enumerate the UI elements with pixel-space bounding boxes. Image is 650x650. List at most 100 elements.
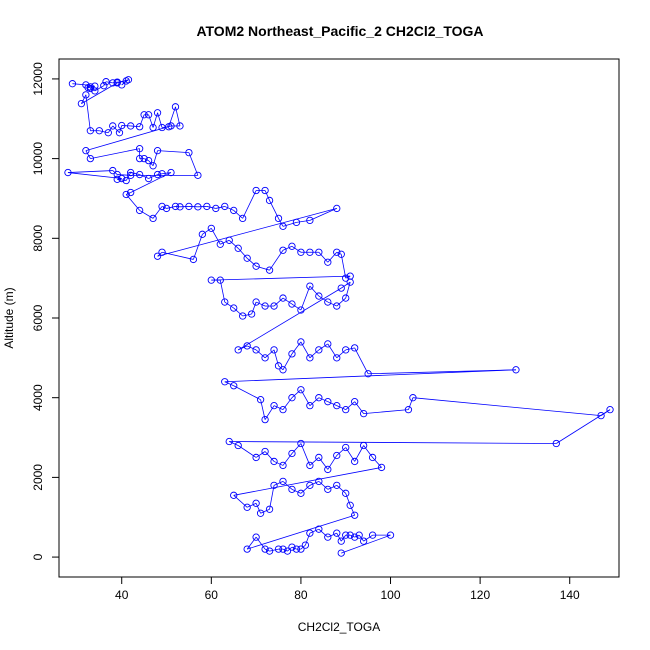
series-segment <box>309 208 337 221</box>
data-point <box>109 166 117 175</box>
data-point <box>252 298 260 306</box>
series-segment <box>237 287 342 351</box>
data-point <box>324 298 332 306</box>
data-point <box>167 168 175 177</box>
data-point <box>333 354 341 362</box>
series-segment <box>107 125 114 133</box>
data-point <box>359 441 368 450</box>
series-segment <box>318 251 329 263</box>
series-segment <box>99 130 109 134</box>
series-segment <box>90 148 140 160</box>
data-point <box>409 394 417 402</box>
series-segment <box>282 397 293 410</box>
data-point <box>82 91 90 99</box>
series-segment <box>220 239 230 245</box>
series-segment <box>291 389 302 398</box>
x-tick-label: 60 <box>205 588 219 602</box>
data-point <box>315 525 323 533</box>
series-segment <box>336 297 346 307</box>
series-segment <box>269 485 275 510</box>
data-point <box>118 81 126 89</box>
series-segment <box>139 114 145 127</box>
y-tick-label: 8000 <box>31 225 45 252</box>
series-segment <box>350 534 355 538</box>
data-point <box>297 489 305 497</box>
data-point <box>225 236 233 244</box>
data-point <box>176 203 184 211</box>
plot-frame <box>58 58 620 578</box>
series-segment <box>291 341 302 355</box>
series-segment <box>224 301 234 309</box>
data-point <box>221 202 229 211</box>
series-segment <box>81 82 118 104</box>
data-point <box>297 386 305 394</box>
series-segment <box>282 481 293 490</box>
data-point <box>203 202 211 211</box>
data-point <box>333 302 341 310</box>
data-point <box>243 342 251 350</box>
series-segment <box>282 548 288 552</box>
data-point <box>243 503 251 511</box>
data-point <box>306 402 314 410</box>
series-segment <box>242 190 257 219</box>
series-segment <box>296 219 310 223</box>
data-point <box>234 244 242 252</box>
y-tick-label: 0 <box>31 553 45 560</box>
series-segment <box>246 257 257 267</box>
data-point <box>270 402 278 410</box>
series-segment <box>300 443 311 466</box>
data-point <box>82 146 90 155</box>
data-point <box>368 453 377 462</box>
data-point <box>158 170 166 178</box>
series-segment <box>256 265 270 271</box>
data-point <box>127 122 135 130</box>
data-point <box>274 545 283 553</box>
data-point <box>306 354 314 362</box>
series-segment <box>246 536 257 550</box>
data-point <box>135 145 144 153</box>
data-point <box>153 170 162 179</box>
series-segment <box>327 343 338 359</box>
data-point <box>64 168 72 177</box>
series-segment <box>327 301 337 307</box>
data-point <box>153 146 162 155</box>
series-segment <box>81 94 87 104</box>
series-segment <box>336 485 346 494</box>
series-segment <box>85 150 91 159</box>
series-points <box>64 76 614 557</box>
data-point <box>140 154 148 163</box>
series-segment <box>264 451 275 462</box>
data-point <box>368 531 377 539</box>
series-segment <box>157 173 163 175</box>
series-segment <box>300 285 311 311</box>
series-segment <box>264 190 270 201</box>
data-point <box>252 533 260 541</box>
series-segment <box>358 534 364 542</box>
data-point <box>265 505 274 513</box>
data-point <box>351 511 359 519</box>
data-point <box>91 82 99 90</box>
data-point <box>243 254 251 262</box>
data-point <box>342 346 350 354</box>
data-point <box>351 533 359 541</box>
data-point <box>102 78 110 86</box>
data-point <box>124 76 133 84</box>
series-segment <box>264 405 275 420</box>
data-point <box>333 529 341 537</box>
data-point <box>256 509 265 517</box>
series-segment <box>85 125 172 152</box>
data-point <box>68 80 77 88</box>
series-segment <box>125 172 132 181</box>
series-segment <box>282 245 293 251</box>
series-segment <box>349 505 356 516</box>
data-point <box>115 129 124 137</box>
series-segment <box>67 172 122 179</box>
data-point <box>77 99 86 108</box>
series-segment <box>224 206 234 211</box>
data-point <box>234 441 242 450</box>
series-segment <box>556 409 611 444</box>
series-segment <box>327 532 337 538</box>
data-point <box>333 204 341 213</box>
data-point <box>297 248 305 256</box>
data-point <box>261 186 269 195</box>
